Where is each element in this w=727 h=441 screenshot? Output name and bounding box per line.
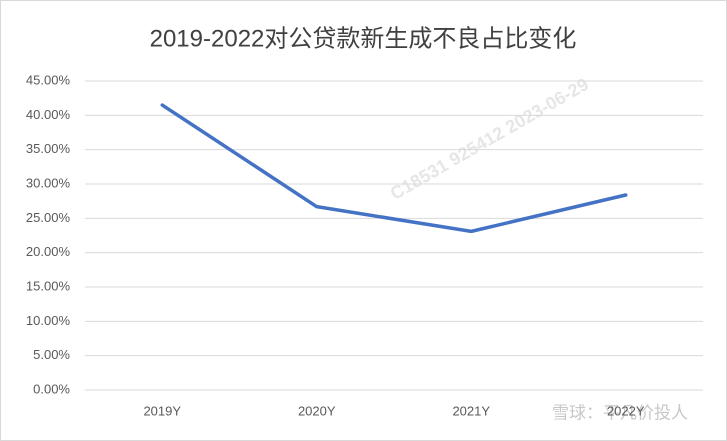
y-tick-label: 0.00% (33, 381, 70, 396)
y-tick-label: 30.00% (26, 175, 71, 190)
y-tick-label: 20.00% (26, 244, 71, 259)
y-tick-label: 40.00% (26, 107, 71, 122)
data-line (160, 103, 628, 234)
x-tick-label: 2021Y (452, 403, 490, 418)
y-tick-label: 25.00% (26, 210, 71, 225)
y-tick-label: 45.00% (26, 72, 71, 87)
y-tick-label: 15.00% (26, 278, 71, 293)
y-tick-label: 5.00% (33, 347, 70, 362)
y-tick-label: 35.00% (26, 141, 71, 156)
source-watermark: 雪球：平凡价投人 (552, 403, 688, 422)
x-tick-label: 2022Y (607, 403, 645, 418)
chart-title: 2019-2022对公贷款新生成不良占比变化 (150, 25, 577, 52)
x-tick-label: 2019Y (143, 403, 181, 418)
x-tick-label: 2020Y (298, 403, 336, 418)
y-tick-label: 10.00% (26, 313, 71, 328)
